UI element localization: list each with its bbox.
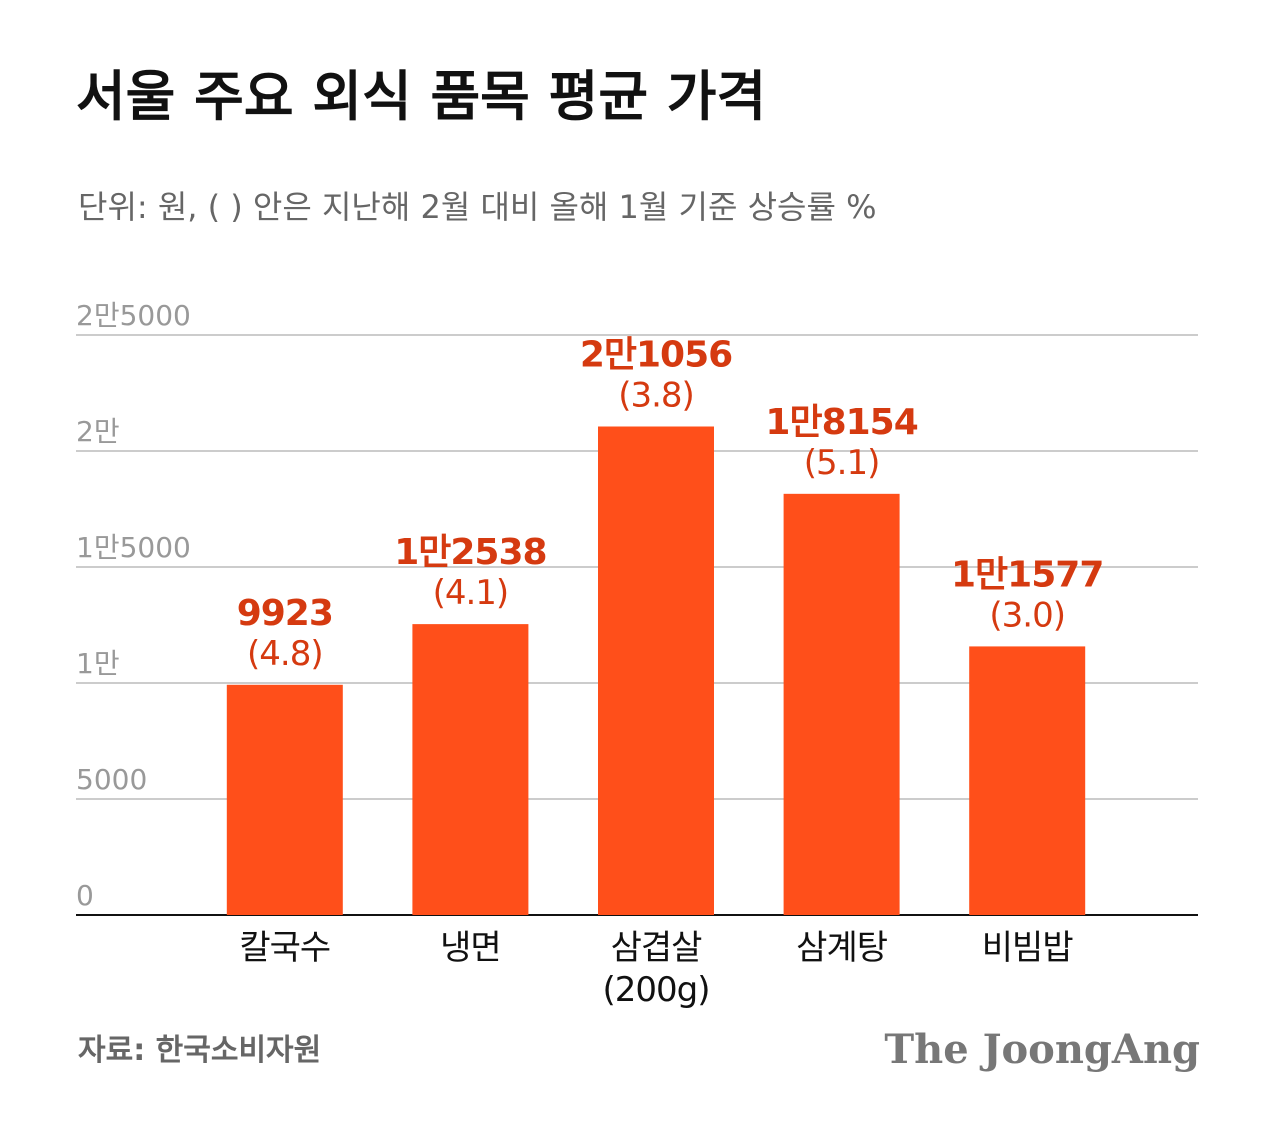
value-label: 1만8154 <box>765 402 917 443</box>
chart-subtitle: 단위: 원, ( ) 안은 지난해 2월 대비 올해 1월 기준 상승률 % <box>78 188 876 226</box>
bar <box>598 426 714 915</box>
value-label: 9923 <box>237 593 333 634</box>
y-tick-label: 5000 <box>76 763 147 796</box>
y-tick-label: 2만 <box>76 415 120 448</box>
change-label: (5.1) <box>804 443 880 483</box>
bar <box>969 646 1086 915</box>
change-label: (4.1) <box>433 573 509 613</box>
y-tick-label: 0 <box>76 879 94 912</box>
x-tick-label: 비빔밥 <box>981 928 1074 968</box>
x-tick-label: 삼겹살 (200g) <box>602 928 710 1010</box>
x-tick-label: 삼계탕 <box>796 928 888 968</box>
bar <box>783 493 900 915</box>
source: 자료: 한국소비자원 <box>78 1033 321 1068</box>
y-tick-label: 2만5000 <box>76 299 191 332</box>
change-label: (3.8) <box>618 376 694 416</box>
chart-title: 서울 주요 외식 품목 평균 가격 <box>76 65 766 128</box>
y-tick-label: 1만5000 <box>76 531 191 564</box>
y-tick-label: 1만 <box>76 647 120 680</box>
value-label: 2만1056 <box>580 335 732 376</box>
change-label: (4.8) <box>247 634 323 674</box>
bar <box>226 684 343 915</box>
value-label: 1만2538 <box>394 532 546 573</box>
brand-logo: The JoongAng <box>884 1026 1200 1073</box>
value-label: 1만1577 <box>951 554 1103 595</box>
x-tick-label: 칼국수 <box>239 928 331 968</box>
bar <box>412 624 529 915</box>
change-label: (3.0) <box>989 595 1065 635</box>
x-tick-label: 냉면 <box>440 928 502 968</box>
